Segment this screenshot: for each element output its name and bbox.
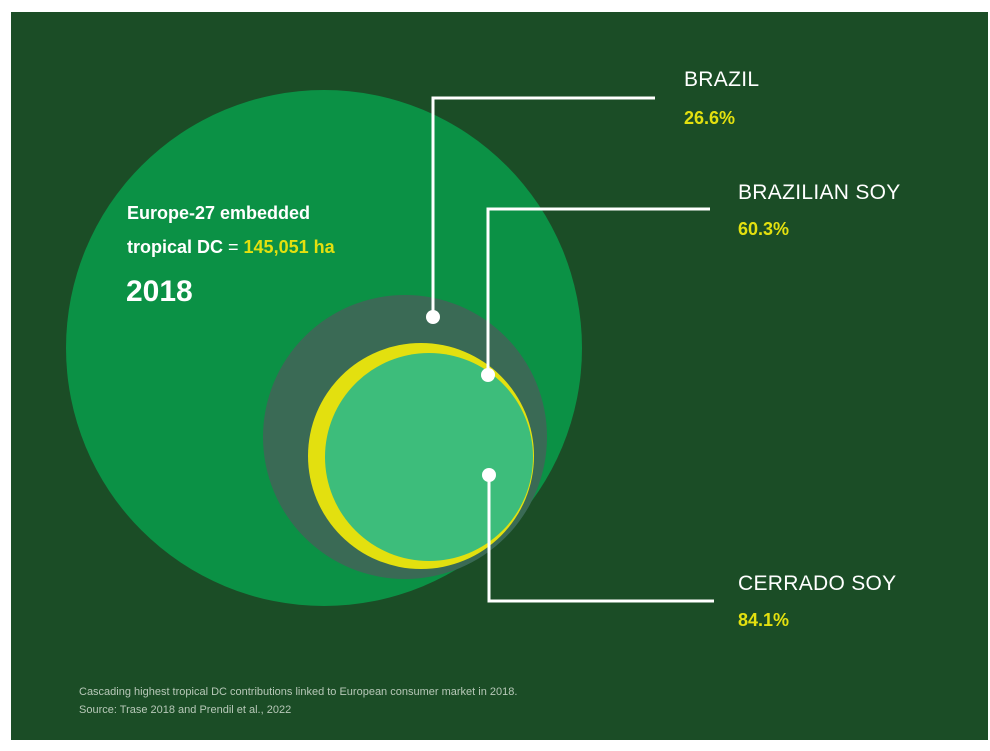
headline-line-1: Europe-27 embedded bbox=[127, 203, 311, 223]
headline-equals: = bbox=[223, 237, 244, 257]
cerrado-soy-label: CERRADO SOY bbox=[738, 572, 897, 595]
brazilian-soy-percent: 60.3% bbox=[738, 219, 790, 239]
brazilian-soy-label: BRAZILIAN SOY bbox=[738, 181, 901, 204]
brazil-leader-line bbox=[431, 96, 655, 317]
cerrado-soy-percent: 84.1% bbox=[738, 610, 790, 630]
cerrado-soy-leader-line bbox=[487, 475, 714, 603]
headline-line-2: tropical DC = 145,051 ha bbox=[127, 230, 335, 264]
brazil-marker-dot bbox=[426, 310, 440, 324]
headline-value: 145,051 ha bbox=[243, 237, 335, 257]
caption-description: Cascading highest tropical DC contributi… bbox=[79, 686, 518, 698]
caption: Cascading highest tropical DC contributi… bbox=[79, 683, 517, 719]
year-label: 2018 bbox=[126, 275, 193, 308]
cerrado-soy-circle bbox=[325, 353, 533, 561]
cerrado-soy-marker-dot bbox=[482, 468, 496, 482]
brazil-percent: 26.6% bbox=[684, 108, 736, 128]
headline: Europe-27 embedded tropical DC = 145,051… bbox=[127, 196, 335, 264]
headline-tropical-dc: tropical DC bbox=[127, 237, 224, 257]
brazilian-soy-marker-dot bbox=[481, 368, 495, 382]
brazil-label: BRAZIL bbox=[684, 68, 760, 91]
brazilian-soy-leader-line bbox=[486, 207, 710, 375]
caption-source: Source: Trase 2018 and Prendil et al., 2… bbox=[79, 704, 292, 716]
